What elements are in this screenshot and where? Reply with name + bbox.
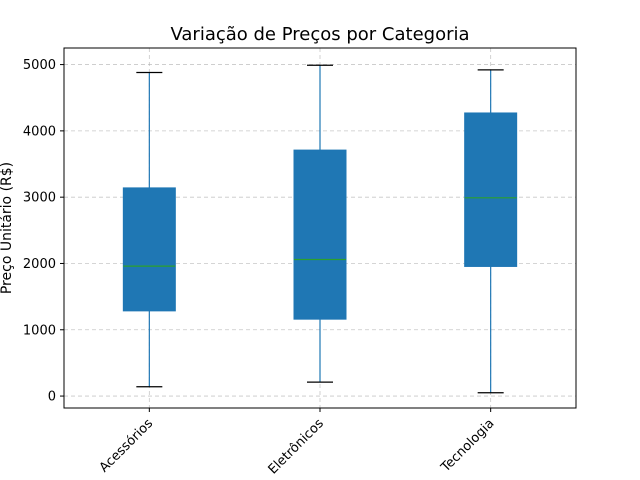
box-iqr (464, 112, 518, 267)
x-tick-label: Eletrônicos (266, 416, 327, 477)
box-iqr (122, 187, 176, 312)
box-group-1 (293, 64, 347, 383)
box-iqr (293, 149, 347, 320)
y-tick-label: 5000 (23, 58, 56, 73)
box-group-0 (122, 71, 176, 388)
x-axis: Acessórios Eletrônicos Tecnologia (97, 408, 498, 478)
y-tick-label: 4000 (23, 124, 56, 139)
y-axis-label: Preço Unitário (R$) (0, 162, 15, 294)
x-tick-label: Acessórios (97, 416, 157, 476)
y-tick-label: 0 (48, 390, 56, 405)
y-tick-label: 3000 (23, 191, 56, 206)
chart-title: Variação de Preços por Categoria (170, 24, 469, 45)
boxes (122, 64, 518, 394)
y-axis: 0 1000 2000 3000 4000 5000 (23, 58, 64, 405)
y-tick-label: 1000 (23, 323, 56, 338)
y-tick-label: 2000 (23, 257, 56, 272)
x-tick-label: Tecnologia (438, 416, 498, 476)
box-group-2 (464, 69, 518, 394)
